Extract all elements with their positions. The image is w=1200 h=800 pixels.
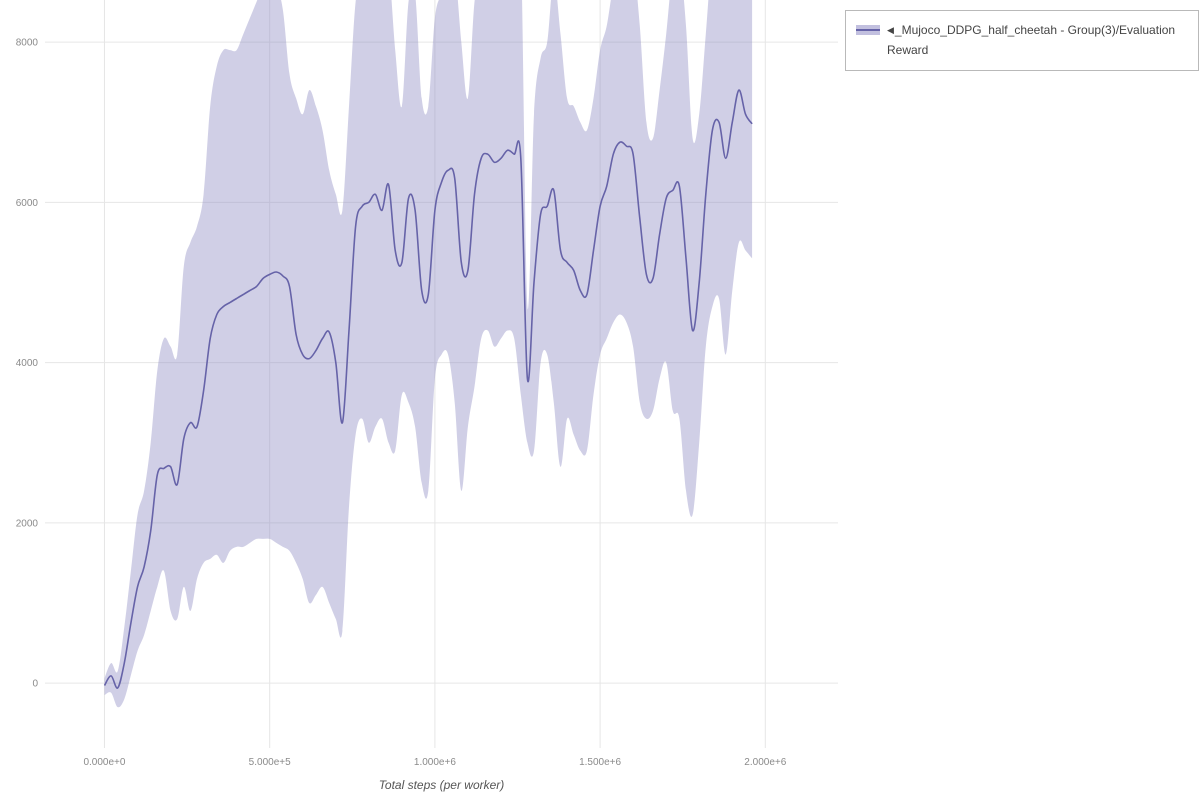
x-tick-label: 1.000e+6 [414,757,456,768]
legend-item-evaluation-reward[interactable]: ◀_Mujoco_DDPG_half_cheetah - Group(3)/Ev… [856,20,1188,61]
y-tick-label: 4000 [16,358,39,369]
y-tick-label: 6000 [16,198,39,209]
y-tick-label: 0 [32,679,38,690]
x-tick-label: 2.000e+6 [744,757,786,768]
series-name: _Mujoco_DDPG_half_cheetah - Group(3)/Eva… [887,23,1176,58]
y-tick-label: 2000 [16,518,39,529]
x-axis-title: Total steps (per worker) [378,778,505,792]
legend-label: ◀_Mujoco_DDPG_half_cheetah - Group(3)/Ev… [887,20,1188,61]
x-tick-label: 1.500e+6 [579,757,621,768]
collapse-triangle-icon: ◀ [887,25,894,35]
y-tick-label: 8000 [16,38,39,49]
confidence-band [104,0,753,708]
mean-line [103,89,753,689]
series-swatch-icon [856,25,880,35]
x-tick-label: 0.000e+0 [83,757,125,768]
x-tick-label: 5.000e+5 [249,757,291,768]
chart-legend: ◀_Mujoco_DDPG_half_cheetah - Group(3)/Ev… [845,10,1199,71]
